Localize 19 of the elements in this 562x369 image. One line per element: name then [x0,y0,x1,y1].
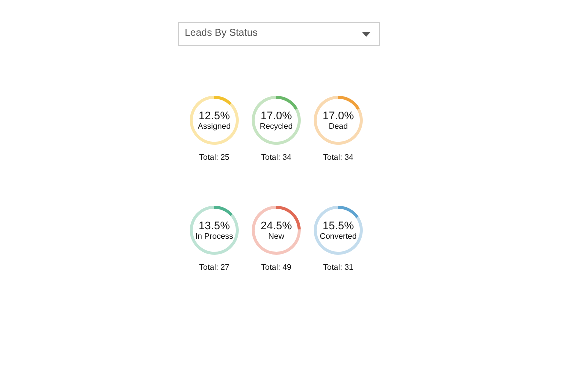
text: Total: 27 [199,263,230,272]
text: Total: 49 [261,263,292,272]
data-label: 17.0% [322,110,354,122]
data-label: 13.5% [198,220,230,232]
data-label: 15.5% [322,220,354,232]
text: Total: 31 [323,263,354,272]
slice-label: Dead [328,122,348,131]
text: Total: 34 [261,153,292,162]
slice-label: Recycled [260,122,293,131]
slice-label: Assigned [198,122,231,131]
slice-label: Converted [320,232,357,241]
text: Total: 34 [323,153,354,162]
slice-label: In Process [196,232,234,241]
text: Leads By Status [178,22,380,46]
data-label: 24.5% [260,220,292,232]
data-label: 17.0% [260,110,292,122]
slice-label: New [268,232,285,241]
text: Total: 25 [199,153,230,162]
data-label: 12.5% [198,110,230,122]
